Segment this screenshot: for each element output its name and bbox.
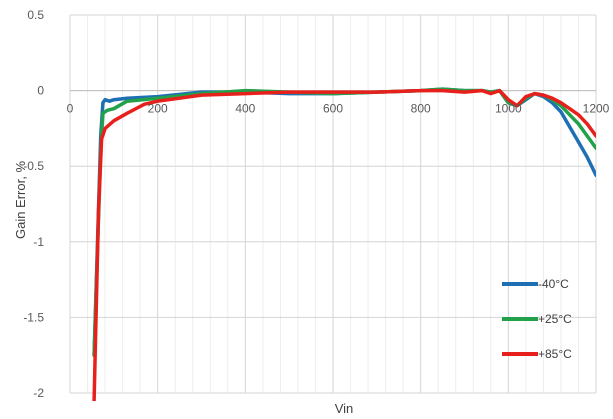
y-tick-label: 0.5	[27, 8, 44, 22]
x-tick-label: 600	[323, 102, 343, 116]
y-tick-label: -2	[33, 386, 44, 400]
y-tick-label: -1	[33, 235, 44, 249]
series-line	[94, 89, 596, 355]
y-tick-label: -1.5	[23, 310, 44, 324]
legend: -40°C +25°C +85°C	[502, 277, 572, 361]
y-tick-label: 0	[37, 84, 44, 98]
legend-label: -40°C	[538, 277, 569, 291]
x-axis-title: Vin	[335, 401, 354, 416]
y-axis-title: Gain Error, %	[13, 161, 28, 239]
x-tick-label: 400	[235, 102, 255, 116]
x-tick-label: 1000	[495, 102, 522, 116]
x-tick-label: 200	[148, 102, 168, 116]
x-tick-labels: 0 200 400 600 800 1000 1200	[67, 102, 610, 116]
series-line	[94, 89, 596, 355]
legend-label: +85°C	[538, 347, 572, 361]
x-tick-label: 0	[67, 102, 74, 116]
x-tick-label: 800	[411, 102, 431, 116]
major-gridlines	[70, 15, 596, 393]
x-tick-label: 1200	[583, 102, 610, 116]
legend-label: +25°C	[538, 312, 572, 326]
